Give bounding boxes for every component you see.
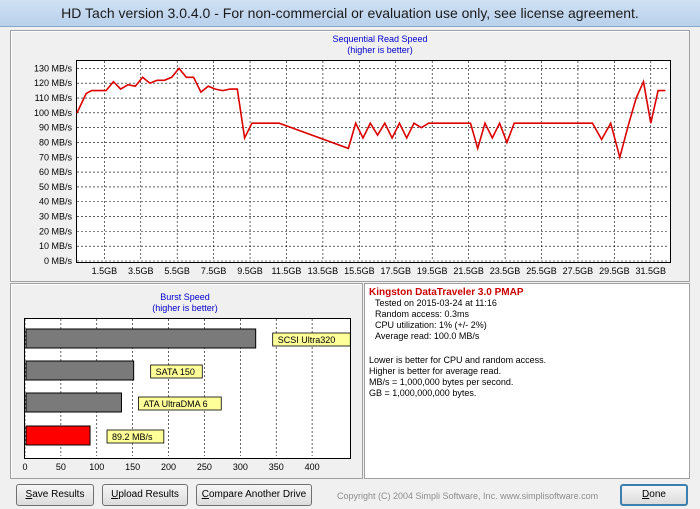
- note-higher-better: Higher is better for average read.: [369, 366, 502, 376]
- info-tested-on: Tested on 2015-03-24 at 11:16: [375, 298, 497, 308]
- copyright-text: Copyright (C) 2004 Simpli Software, Inc.…: [337, 491, 599, 501]
- sequential-title: Sequential Read Speed: [332, 34, 428, 44]
- save-results-label: ave Results: [32, 489, 85, 500]
- drive-info-panel: Kingston DataTraveler 3.0 PMAP Tested on…: [364, 283, 690, 479]
- note-lower-better: Lower is better for CPU and random acces…: [369, 355, 547, 365]
- save-results-button[interactable]: Save Results: [16, 484, 94, 506]
- compare-another-drive-button[interactable]: Compare Another Drive: [196, 484, 312, 506]
- sequential-plot-area: [76, 60, 671, 263]
- note-gb-definition: GB = 1,000,000,000 bytes.: [369, 388, 477, 398]
- info-cpu-utilization: CPU utilization: 1% (+/- 2%): [375, 320, 487, 330]
- upload-results-button[interactable]: Upload Results: [102, 484, 188, 506]
- save-results-accesskey: S: [25, 489, 33, 500]
- note-mbs-definition: MB/s = 1,000,000 bytes per second.: [369, 377, 514, 387]
- done-label: one: [649, 489, 666, 500]
- burst-plot-area: [24, 318, 351, 459]
- compare-drive-accesskey: C: [201, 489, 209, 500]
- window-title: HD Tach version 3.0.4.0 - For non-commer…: [0, 0, 700, 27]
- sequential-subtitle: (higher is better): [347, 45, 413, 55]
- upload-results-accesskey: U: [111, 489, 119, 500]
- upload-results-label: pload Results: [118, 489, 179, 500]
- done-button[interactable]: Done: [620, 484, 688, 506]
- drive-name: Kingston DataTraveler 3.0 PMAP: [369, 287, 524, 298]
- compare-drive-label: ompare Another Drive: [208, 489, 307, 500]
- burst-subtitle: (higher is better): [152, 303, 218, 313]
- info-random-access: Random access: 0.3ms: [375, 309, 470, 319]
- info-average-read: Average read: 100.0 MB/s: [375, 331, 480, 341]
- done-accesskey: D: [642, 489, 650, 500]
- burst-title: Burst Speed: [160, 292, 210, 302]
